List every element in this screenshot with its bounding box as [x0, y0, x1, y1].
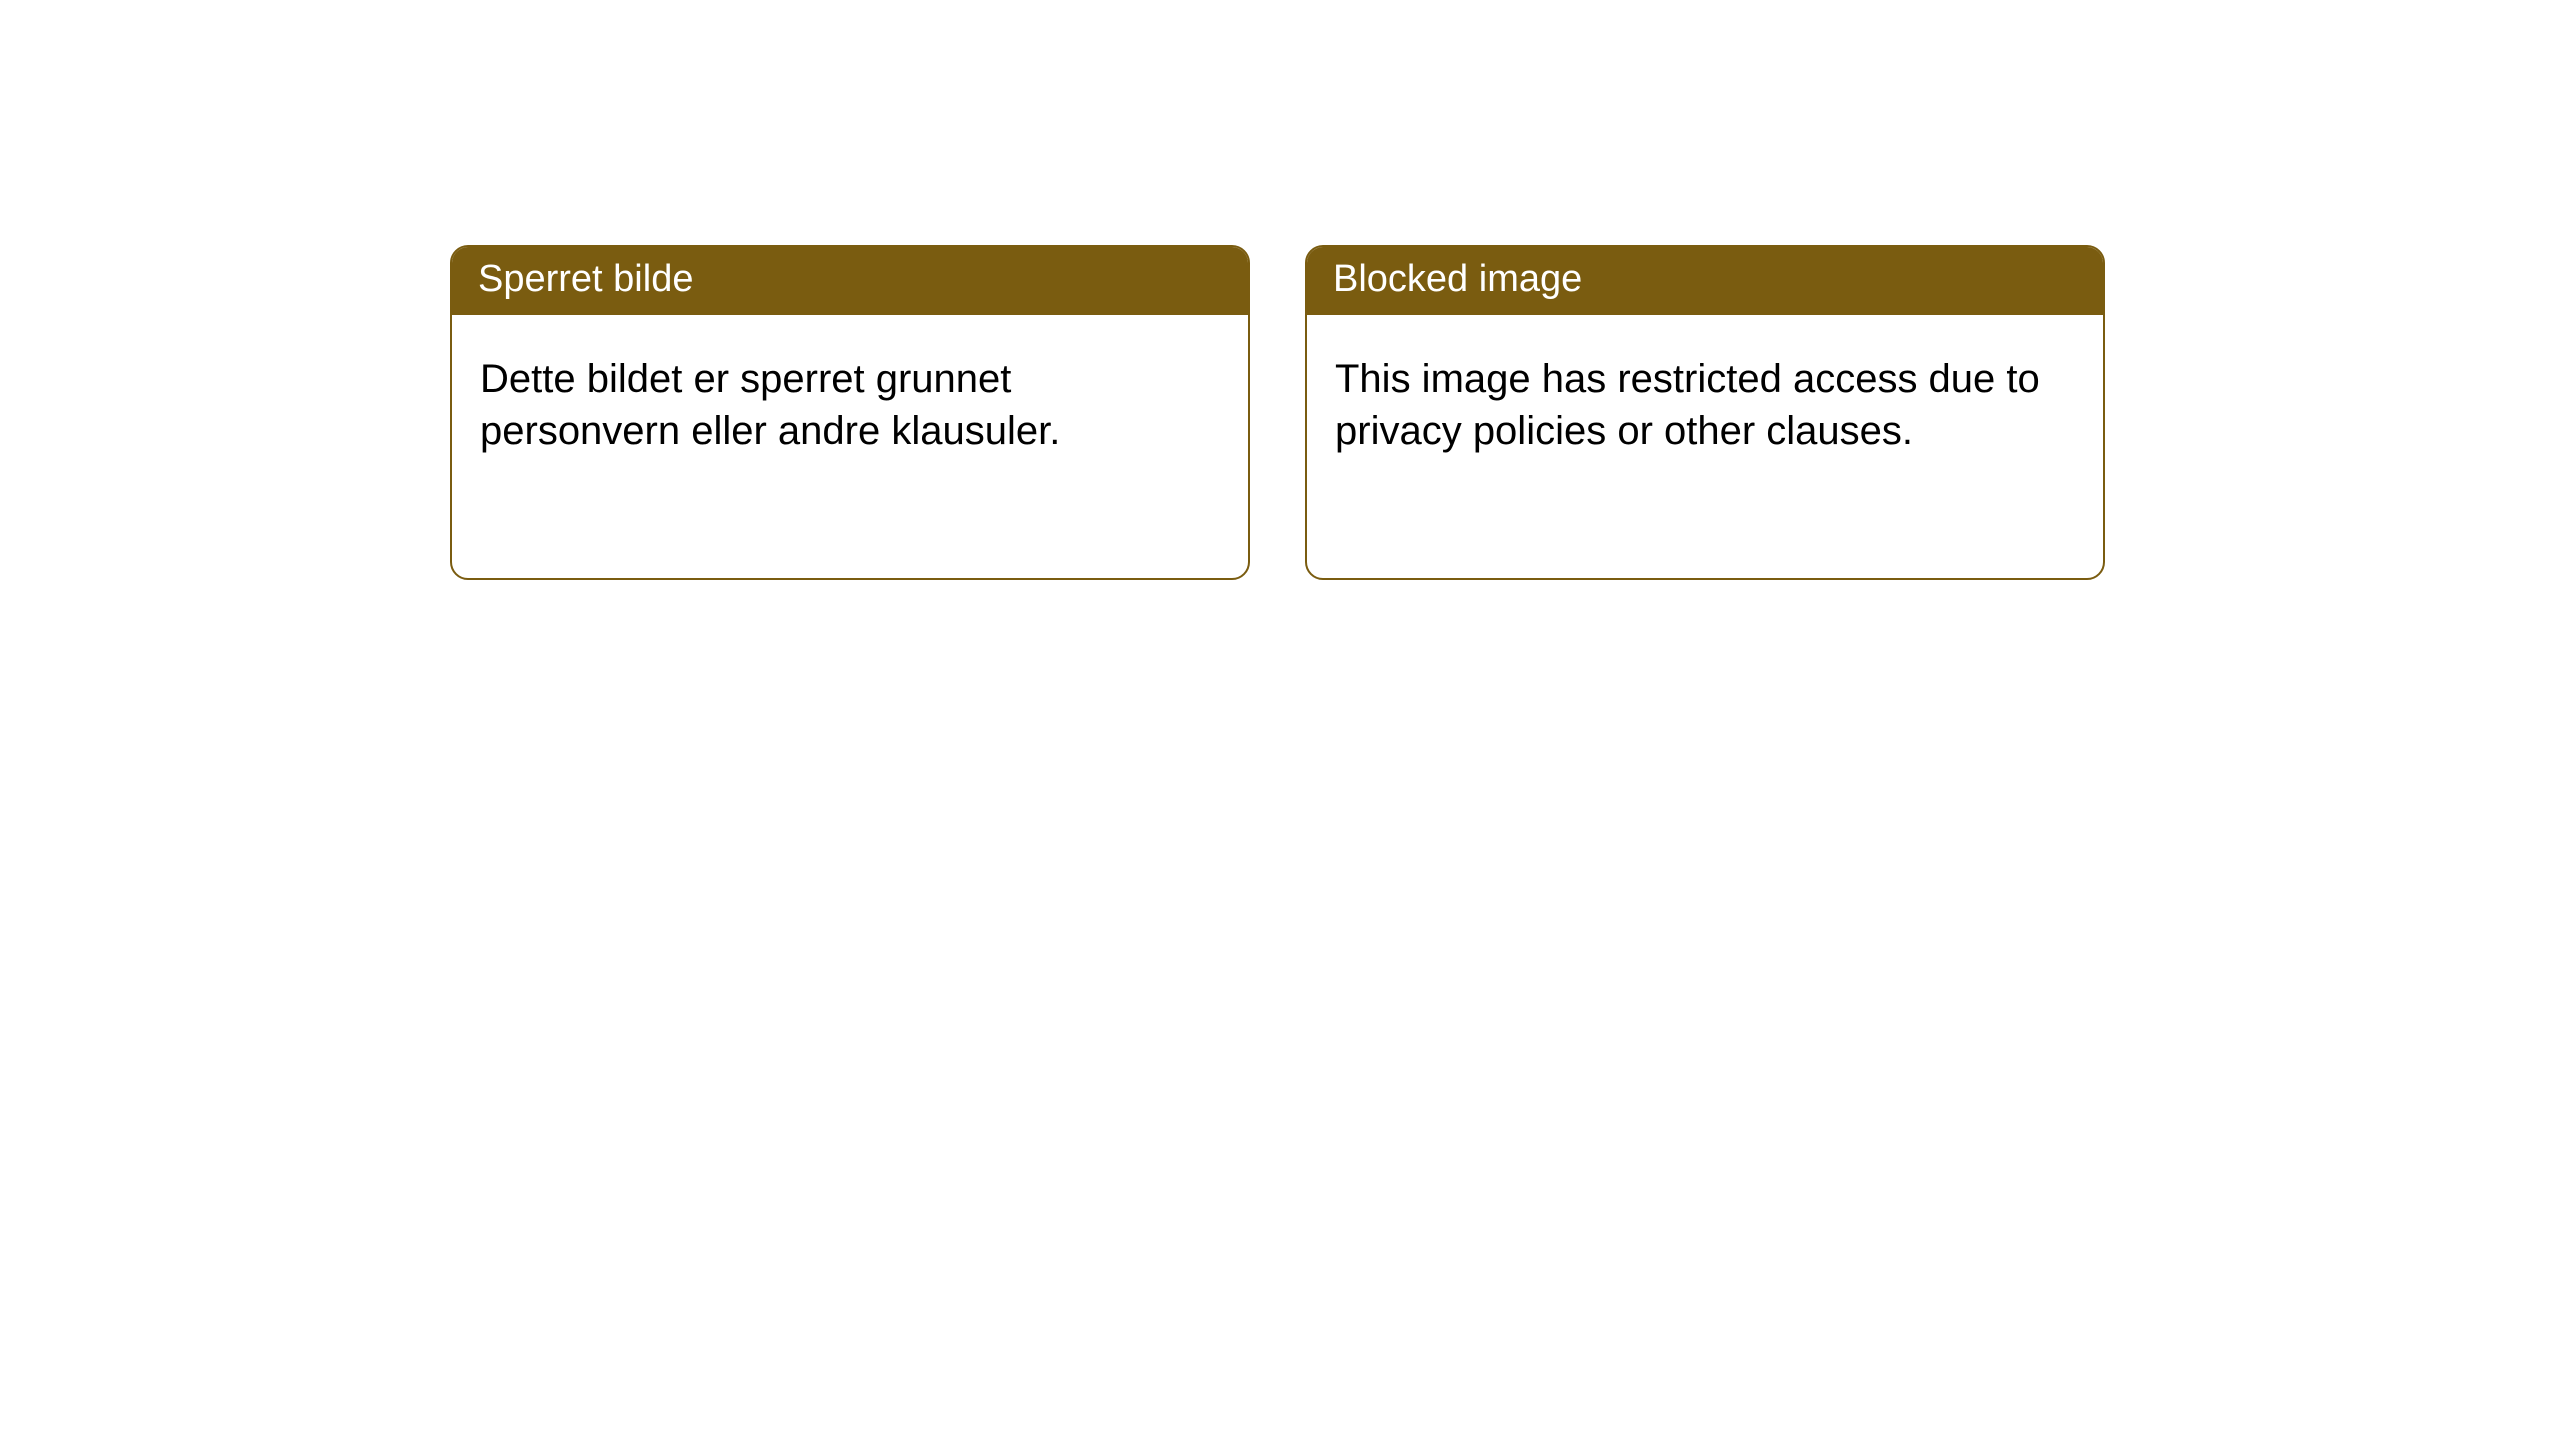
notice-message: Dette bildet er sperret grunnet personve…	[480, 357, 1060, 453]
notice-message: This image has restricted access due to …	[1335, 357, 2040, 453]
notice-header: Blocked image	[1307, 247, 2103, 315]
notice-title: Sperret bilde	[478, 258, 693, 300]
notice-box-english: Blocked image This image has restricted …	[1305, 245, 2105, 580]
notice-container: Sperret bilde Dette bildet er sperret gr…	[450, 245, 2105, 580]
notice-body: This image has restricted access due to …	[1307, 315, 2103, 487]
notice-header: Sperret bilde	[452, 247, 1248, 315]
notice-title: Blocked image	[1333, 258, 1582, 300]
notice-box-norwegian: Sperret bilde Dette bildet er sperret gr…	[450, 245, 1250, 580]
notice-body: Dette bildet er sperret grunnet personve…	[452, 315, 1248, 487]
